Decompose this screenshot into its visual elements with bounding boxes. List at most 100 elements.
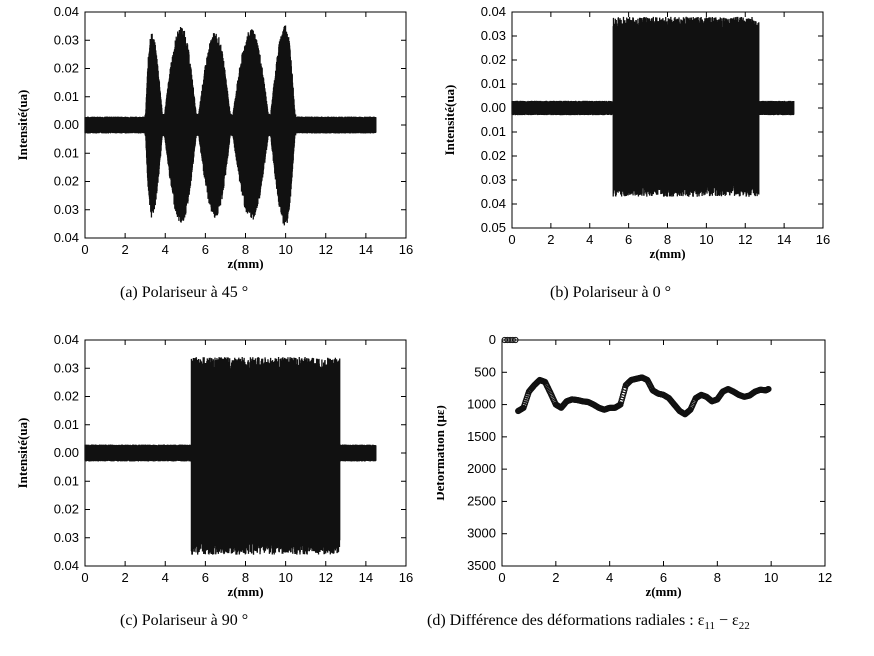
caption-d-sub2: 22 <box>738 620 750 633</box>
chart-panel-a: 0 2 4 6 8 10 12 14 16 0.04 0.03 0.02 0.01 0.00 0.01 0.0… <box>0 0 437 328</box>
x-tick-label: 12 <box>818 570 832 585</box>
x-tick-label: 8 <box>242 242 249 257</box>
x-tick-label: 10 <box>278 570 292 585</box>
y-tick-label: 0.04 <box>481 4 506 19</box>
y-tick-label: 0.03 <box>54 530 79 545</box>
chart-c: 0 2 4 6 8 10 12 14 16 0.04 0.03 0.02 0.01 0.00 0.01 0.0… <box>15 332 413 599</box>
y-tick-label: 500 <box>474 364 496 379</box>
y-tick-label: 0.04 <box>54 4 79 19</box>
chart-panel-d: 0 2 4 6 8 10 12 0 500 1000 1500 2000 2500 3000 3500 z(m… <box>427 328 874 656</box>
x-tick-label: 6 <box>202 570 209 585</box>
y-tick-label: 3000 <box>467 526 496 541</box>
x-tick-label: 6 <box>202 242 209 257</box>
x-tick-label: 16 <box>399 570 413 585</box>
x-tick-label: 4 <box>162 242 169 257</box>
y-tick-label: 0.02 <box>54 502 79 517</box>
x-tick-label: 14 <box>359 242 373 257</box>
x-tick-label: 0 <box>498 570 505 585</box>
y-tick-label: 0.01 <box>54 417 79 432</box>
x-tick-label: 4 <box>162 570 169 585</box>
caption-b: (b) Polariseur à 0 ° <box>550 284 672 301</box>
y-axis-label: Intensité(ua) <box>15 90 30 161</box>
x-axis-label: z(mm) <box>645 584 681 599</box>
x-tick-label: 2 <box>122 570 129 585</box>
x-tick-label: 0 <box>508 232 515 247</box>
y-tick-label: 0.02 <box>481 148 506 163</box>
x-tick-label: 16 <box>816 232 830 247</box>
x-axis-label: z(mm) <box>227 256 263 271</box>
caption-d-text: (d) Différence des déformations radiales… <box>427 612 705 629</box>
caption-c: (c) Polariseur à 90 ° <box>120 612 249 629</box>
y-tick-label: 0.04 <box>481 196 506 211</box>
x-tick-label: 10 <box>278 242 292 257</box>
x-tick-label: 2 <box>547 232 554 247</box>
x-tick-label: 2 <box>122 242 129 257</box>
signal-line <box>84 25 377 226</box>
data-point <box>509 336 516 344</box>
x-tick-label: 16 <box>399 242 413 257</box>
y-tick-label: 0.02 <box>54 174 79 189</box>
data-point <box>765 385 772 393</box>
x-tick-label: 4 <box>586 232 593 247</box>
signal-trace <box>84 357 377 555</box>
y-tick-label: 2500 <box>467 493 496 508</box>
x-tick-label: 12 <box>319 242 333 257</box>
y-tick-label: 0.03 <box>481 172 506 187</box>
y-tick-label: 0.03 <box>54 360 79 375</box>
x-tick-label: 8 <box>714 570 721 585</box>
y-tick-label: 0.00 <box>54 445 79 460</box>
x-tick-label: 10 <box>764 570 778 585</box>
plot-frame <box>501 339 826 567</box>
y-axis-label: Déformation (με) <box>437 405 447 501</box>
x-tick-label: 2 <box>552 570 559 585</box>
caption-d-sub1: 11 <box>704 620 716 633</box>
y-tick-label: 0.01 <box>481 124 506 139</box>
y-tick-label: 0.04 <box>54 230 79 245</box>
signal-line <box>84 357 377 555</box>
y-tick-label: 0.05 <box>481 220 506 235</box>
x-tick-label: 12 <box>738 232 752 247</box>
x-tick-label: 0 <box>81 570 88 585</box>
y-tick-label: 1000 <box>467 397 496 412</box>
y-tick-label: 2000 <box>467 461 496 476</box>
caption-a: (a) Polariseur à 45 ° <box>120 284 249 301</box>
chart-b: 0 2 4 6 8 10 12 14 16 0.04 0.03 0.02 0.01 0.00 0.01 0.0… <box>442 4 830 261</box>
y-tick-label: 0.00 <box>481 100 506 115</box>
x-tick-label: 14 <box>777 232 791 247</box>
signal-trace <box>511 16 795 197</box>
data-point <box>512 336 519 344</box>
signal-trace <box>84 25 377 226</box>
y-tick-label: 0.01 <box>54 145 79 160</box>
x-tick-label: 8 <box>664 232 671 247</box>
y-tick-label: 0.02 <box>54 61 79 76</box>
x-tick-label: 14 <box>359 570 373 585</box>
chart-panel-b: 0 2 4 6 8 10 12 14 16 0.04 0.03 0.02 0.01 0.00 0.01 0.0… <box>437 0 874 328</box>
y-tick-label: 0.03 <box>481 28 506 43</box>
chart-d: 0 2 4 6 8 10 12 0 500 1000 1500 2000 2500 3000 3500 z(m… <box>437 332 832 599</box>
x-tick-label: 10 <box>699 232 713 247</box>
y-tick-label: 0.03 <box>54 32 79 47</box>
y-tick-label: 0.02 <box>481 52 506 67</box>
y-tick-label: 0.01 <box>481 76 506 91</box>
x-tick-label: 6 <box>625 232 632 247</box>
x-tick-label: 6 <box>660 570 667 585</box>
y-tick-label: 0.04 <box>54 332 79 347</box>
chart-a: 0 2 4 6 8 10 12 14 16 0.04 0.03 0.02 0.01 0.00 0.01 0.0… <box>15 4 413 271</box>
y-tick-label: 0 <box>489 332 496 347</box>
y-tick-label: 0.03 <box>54 202 79 217</box>
x-tick-label: 0 <box>81 242 88 257</box>
y-axis-label: Intensité(ua) <box>15 418 30 489</box>
caption-d: (d) Différence des déformations radiales… <box>427 612 750 632</box>
y-tick-label: 0.04 <box>54 558 79 573</box>
y-tick-label: 0.02 <box>54 389 79 404</box>
y-tick-label: 1500 <box>467 429 496 444</box>
x-axis-label: z(mm) <box>227 584 263 599</box>
x-tick-label: 8 <box>242 570 249 585</box>
y-tick-label: 0.01 <box>54 89 79 104</box>
y-tick-label: 0.00 <box>54 117 79 132</box>
y-axis-label: Intensité(ua) <box>442 85 457 156</box>
x-axis-label: z(mm) <box>649 246 685 261</box>
caption-d-minus: − ε <box>715 612 739 629</box>
chart-panel-c: 0 2 4 6 8 10 12 14 16 0.04 0.03 0.02 0.01 0.00 0.01 0.0… <box>0 328 437 656</box>
y-tick-label: 3500 <box>467 558 496 573</box>
